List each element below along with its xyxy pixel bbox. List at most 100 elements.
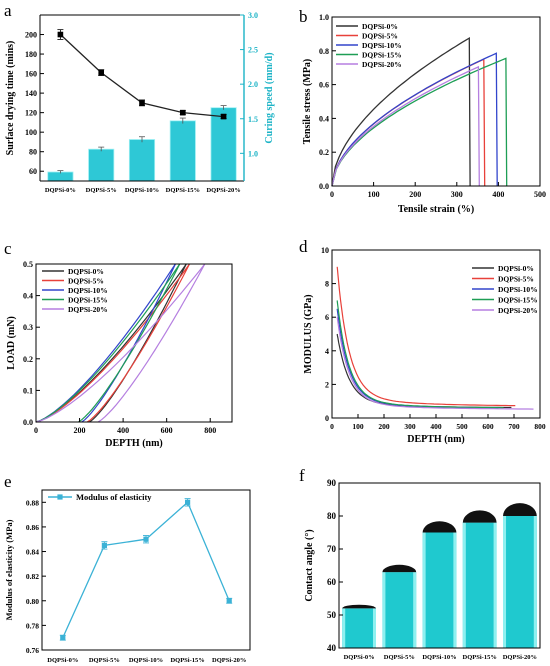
contact-bar-edge [462, 522, 466, 648]
contact-bar-edge [413, 572, 417, 648]
panel-a-y2tick-label: 2.0 [248, 80, 258, 89]
panel-c-legend-label: DQPSi-10% [68, 286, 108, 295]
panel-c-ylabel: LOAD (mN) [6, 316, 17, 370]
panel-d-ytick-label: 2 [325, 380, 329, 389]
panel-e-ytick-label: 0.82 [26, 572, 39, 581]
stress-curve-DQPSi-0% [331, 36, 471, 187]
panel-c: 0.0 0.1 0.2 0.3 0.4 0.5 0 200 400 600 800 DEPTH (nm… [4, 239, 233, 449]
panel-a-xtick-label: DQPSi-20% [206, 187, 240, 194]
panel-d-xlabel: DEPTH (nm) [407, 434, 465, 445]
panel-a-ytick-label: 200 [25, 31, 37, 40]
panel-d-legend-label: DQPSi-10% [498, 285, 538, 294]
panel-e-xtick-label: DQPSi-10% [129, 657, 163, 664]
panel-b-ytick-label: 0.8 [319, 47, 329, 56]
panel-a-ytick-label: 80 [29, 148, 37, 157]
elasticity-point [185, 499, 191, 505]
panel-f-xtick-label: DQPSi-5% [384, 654, 415, 661]
panel-a-letter: a [4, 1, 12, 20]
stress-curve-DQPSi-10% [331, 52, 498, 187]
panel-d-xtick-label: 500 [456, 422, 468, 431]
contact-bar-edge [493, 522, 497, 648]
panel-f-frame [338, 482, 541, 649]
panel-a-ytick-label: 120 [25, 109, 37, 118]
contact-bar-DQPSi-0% [342, 608, 376, 648]
panel-f-ytick-label: 40 [327, 643, 337, 653]
panel-b-legend-label: DQPSi-10% [362, 41, 402, 50]
panel-e-xtick-label: DQPSi-20% [212, 657, 246, 664]
panel-d-ytick-label: 6 [325, 313, 329, 322]
panel-b: 0.0 0.2 0.4 0.6 0.8 1.0 0 100 200 300 400 500 Tensil… [299, 7, 546, 215]
panel-b-xtick-label: 100 [368, 190, 380, 199]
line-point [98, 69, 104, 76]
panel-d-xtick-label: 700 [508, 422, 520, 431]
panel-d-xtick-label: 300 [404, 422, 416, 431]
panel-a-ytick-label: 160 [25, 70, 37, 79]
panel-c-ytick-label: 0.1 [23, 386, 33, 395]
panel-f-xtick-label: DQPSi-0% [344, 654, 375, 661]
panel-a-ytick-label: 100 [25, 128, 37, 137]
panel-e-xtick-label: DQPSi-0% [47, 657, 78, 664]
panel-c-xtick-label: 0 [34, 426, 38, 435]
elasticity-point [226, 598, 232, 604]
panel-e-legend-label: Modulus of elasticity [76, 492, 152, 502]
panel-e-ytick-label: 0.86 [26, 523, 39, 532]
panel-d-legend-label: DQPSi-20% [498, 306, 538, 315]
panel-e-ytick-label: 0.80 [26, 597, 39, 606]
contact-bar-edge [372, 608, 376, 648]
panel-d-ytick-label: 0 [325, 414, 329, 423]
panel-b-ytick-label: 0.6 [319, 81, 329, 90]
panel-f-letter: f [299, 466, 305, 485]
panel-b-xlabel: Tensile strain (%) [398, 204, 474, 215]
contact-bar-DQPSi-5% [382, 572, 417, 648]
panel-c-ytick-label: 0.4 [23, 292, 33, 301]
panel-c-legend-label: DQPSi-20% [68, 305, 108, 314]
contact-bar-DQPSi-15% [462, 522, 497, 648]
panel-d-letter: d [299, 237, 308, 256]
panel-a-y2tick-label: 3.0 [248, 11, 258, 20]
panel-d-xtick-label: 100 [352, 422, 364, 431]
bar-DQPSi-5% [88, 148, 115, 182]
panel-d-xtick-label: 0 [330, 422, 334, 431]
panel-e-xtick-label: DQPSi-15% [170, 657, 204, 664]
panel-e-ytick-label: 0.84 [26, 548, 39, 557]
panel-a-xtick-label: DQPSi-0% [45, 187, 76, 194]
line-point [139, 100, 145, 106]
panel-b-ylabel: Tensile stress (MPa) [302, 59, 313, 145]
panel-c-xtick-label: 800 [204, 426, 216, 435]
panel-d-legend-label: DQPSi-0% [498, 264, 534, 273]
contact-bar-edge [422, 532, 426, 648]
modulus-curve-DQPSi-15% [336, 300, 504, 409]
stress-curve-DQPSi-20% [331, 65, 480, 187]
panel-a-ytick-label: 180 [25, 50, 37, 59]
panel-c-legend-label: DQPSi-0% [68, 267, 104, 276]
panel-b-legend-label: DQPSi-0% [362, 22, 398, 31]
panel-a-xtick-label: DQPSi-5% [86, 187, 117, 194]
panel-d-ytick-label: 8 [325, 280, 329, 289]
panel-b-legend-label: DQPSi-5% [362, 32, 398, 41]
panel-e-ytick-label: 0.88 [26, 498, 39, 507]
droplet-icon [342, 604, 376, 609]
panel-c-xtick-label: 400 [117, 426, 129, 435]
load-curve-DQPSi-5% [35, 263, 191, 423]
modulus-curve-DQPSi-5% [336, 266, 516, 407]
line-point [220, 113, 227, 120]
modulus-curve-DQPSi-0% [336, 333, 512, 409]
modulus-curve-DQPSi-20% [336, 317, 534, 410]
elasticity-point [143, 536, 149, 542]
panel-c-frame [35, 263, 233, 423]
panel-d-xtick-label: 600 [482, 422, 494, 431]
panel-a-y2tick-label: 1.5 [248, 115, 258, 124]
panel-b-letter: b [299, 7, 308, 26]
panel-b-frame [331, 16, 541, 187]
panel-e-ylabel: Modulus of elasticity (MPa) [4, 519, 14, 620]
panel-f-ytick-label: 70 [327, 544, 337, 554]
panel-b-ytick-label: 0.0 [319, 182, 329, 191]
droplet-icon [462, 510, 497, 523]
panel-f-xtick-label: DQPSi-10% [422, 654, 456, 661]
panel-a-ytick-label: 60 [29, 167, 37, 176]
panel-b-ytick-label: 1.0 [319, 13, 329, 22]
panel-b-xtick-label: 400 [492, 190, 504, 199]
panel-d-ytick-label: 4 [325, 347, 329, 356]
panel-c-xtick-label: 200 [74, 426, 86, 435]
